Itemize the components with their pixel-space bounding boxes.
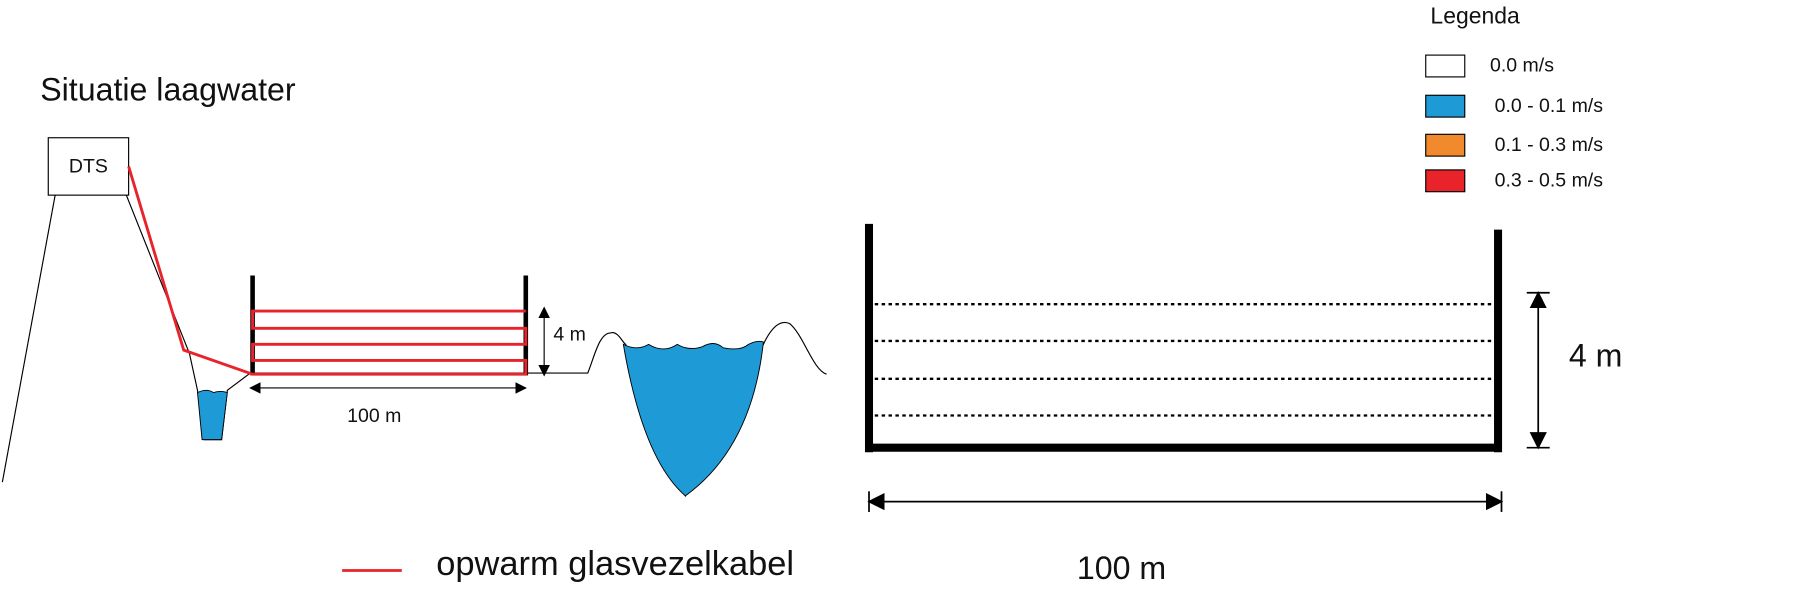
legend-label: 0.3 - 0.5 m/s: [1495, 170, 1604, 192]
height-label: 4 m: [1569, 338, 1623, 374]
terrain-profile: [125, 194, 827, 498]
legend: 0.0 m/s 0.0 - 0.1 m/s 0.1 - 0.3 m/s 0.3 - 0…: [1425, 54, 1604, 193]
title: Situatie laagwater: [40, 71, 296, 107]
cable-levels: [874, 303, 1494, 417]
cable-legend-label: opwarm glasvezelkabel: [436, 545, 794, 583]
dts-label: DTS: [69, 156, 108, 178]
river-water: [622, 340, 764, 497]
legend-swatch: [1425, 169, 1466, 193]
terrain: [1, 195, 56, 483]
width-label: 100 m: [1077, 550, 1166, 586]
legend-label: 0.1 - 0.3 m/s: [1495, 134, 1604, 156]
legend-title: Legenda: [1430, 2, 1520, 28]
height-label: 4 m: [553, 323, 586, 345]
legend-label: 0.0 m/s: [1490, 55, 1554, 77]
width-label: 100 m: [347, 405, 401, 427]
legend-label: 0.0 - 0.1 m/s: [1495, 95, 1604, 117]
legend-swatch: [1425, 94, 1466, 118]
legend-swatch: [1425, 54, 1466, 78]
cable: [127, 166, 528, 376]
legend-swatch: [1425, 133, 1466, 157]
dts-box: [47, 137, 130, 196]
ditch-water: [197, 389, 228, 441]
